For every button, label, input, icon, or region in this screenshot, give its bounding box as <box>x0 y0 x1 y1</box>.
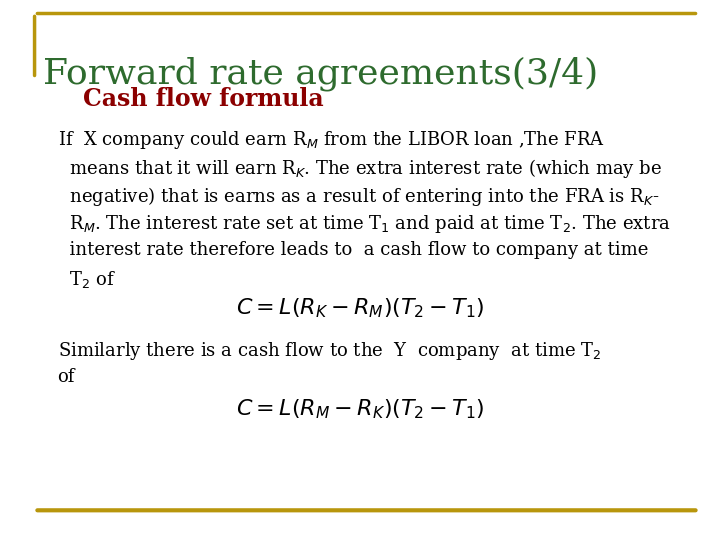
Text: $C = L(R_K - R_M)(T_2 - T_1)$: $C = L(R_K - R_M)(T_2 - T_1)$ <box>235 296 485 320</box>
Text: R$_M$. The interest rate set at time T$_1$ and paid at time T$_2$. The extra: R$_M$. The interest rate set at time T$_… <box>58 213 670 235</box>
Text: T$_2$ of: T$_2$ of <box>58 269 116 290</box>
Text: Cash flow formula: Cash flow formula <box>83 87 323 111</box>
Text: Forward rate agreements(3/4): Forward rate agreements(3/4) <box>43 57 598 91</box>
Text: of: of <box>58 368 75 386</box>
Text: means that it will earn R$_K$. The extra interest rate (which may be: means that it will earn R$_K$. The extra… <box>58 157 662 180</box>
Text: $C = L(R_M - R_K)(T_2 - T_1)$: $C = L(R_M - R_K)(T_2 - T_1)$ <box>235 397 485 421</box>
Text: interest rate therefore leads to  a cash flow to company at time: interest rate therefore leads to a cash … <box>58 241 648 259</box>
Text: negative) that is earns as a result of entering into the FRA is R$_K$-: negative) that is earns as a result of e… <box>58 185 659 208</box>
Text: Similarly there is a cash flow to the  Y  company  at time T$_2$: Similarly there is a cash flow to the Y … <box>58 340 601 362</box>
Text: If  X company could earn R$_M$ from the LIBOR loan ,The FRA: If X company could earn R$_M$ from the L… <box>58 129 605 151</box>
